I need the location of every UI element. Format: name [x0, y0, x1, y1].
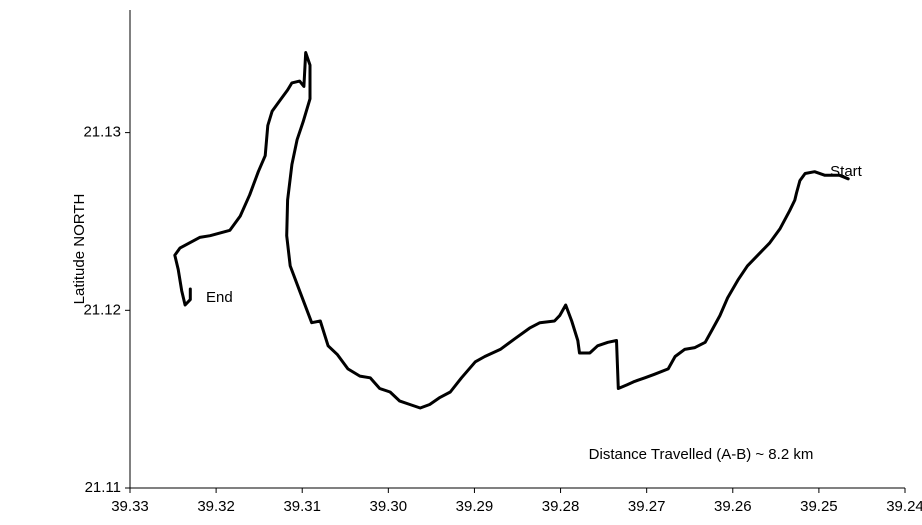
- x-tick-label: 39.32: [197, 498, 235, 515]
- x-tick-label: 39.30: [370, 498, 408, 515]
- x-tick-label: 39.27: [628, 498, 666, 515]
- x-tick-label: 39.31: [283, 498, 321, 515]
- y-tick-label: 21.13: [83, 124, 121, 141]
- annotation: End: [206, 289, 233, 306]
- x-tick-label: 39.28: [542, 498, 580, 515]
- y-tick-label: 21.12: [83, 301, 121, 318]
- x-tick-label: 39.24: [886, 498, 922, 515]
- x-tick-label: 39.29: [456, 498, 494, 515]
- x-tick-label: 39.26: [714, 498, 752, 515]
- y-tick-label: 21.11: [85, 479, 121, 496]
- x-tick-label: 39.25: [800, 498, 838, 515]
- y-axis-label: Latitude NORTH: [71, 194, 88, 305]
- track-line: [173, 51, 850, 410]
- x-tick-label: 39.33: [111, 498, 149, 515]
- annotation: Distance Travelled (A-B) ~ 8.2 km: [589, 446, 814, 463]
